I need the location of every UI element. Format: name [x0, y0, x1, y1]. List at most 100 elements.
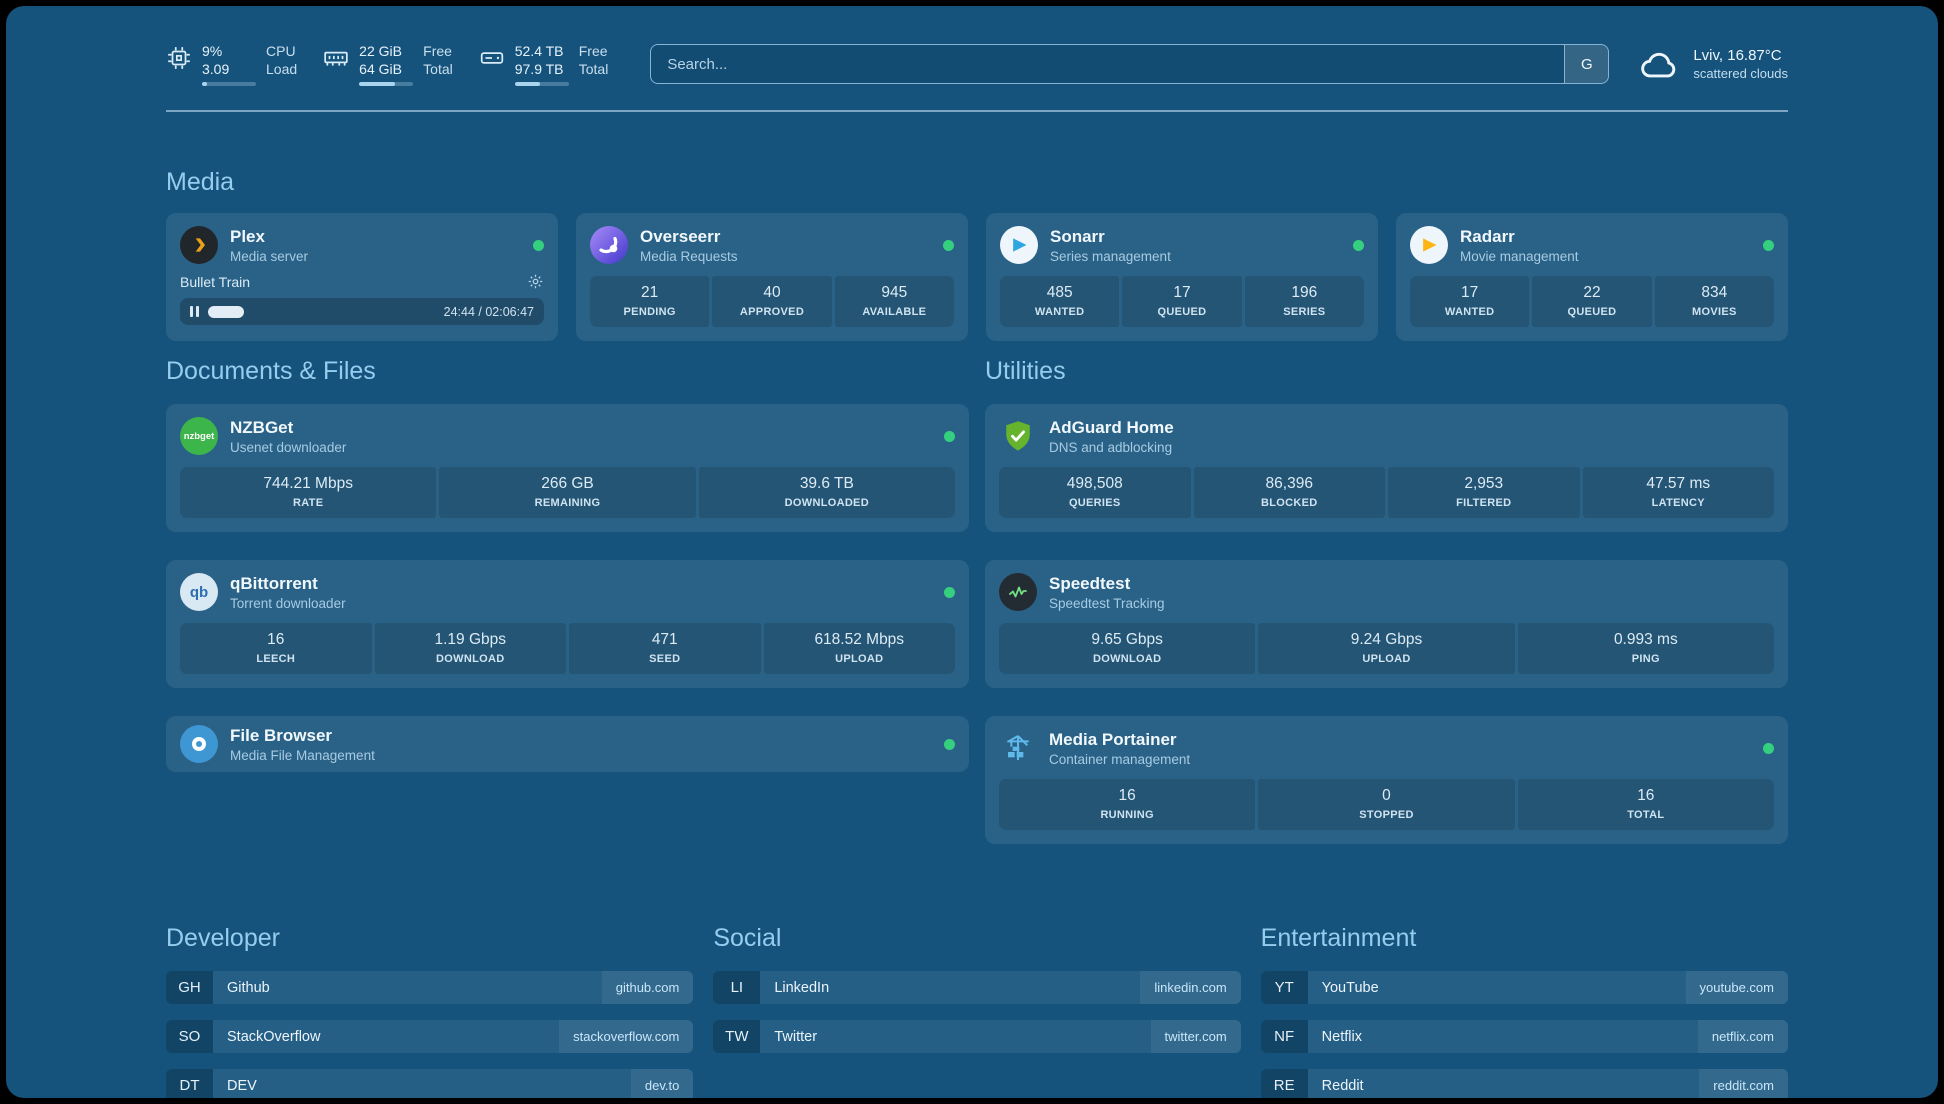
app-description: Media File Management	[230, 747, 375, 763]
section-title-documents: Documents & Files	[166, 357, 376, 386]
cloud-icon	[1639, 47, 1681, 81]
stat-stopped: 0 STOPPED	[1258, 779, 1515, 831]
app-title: qBittorrent	[230, 573, 318, 593]
speedtest-icon	[999, 573, 1037, 612]
status-dot	[1763, 742, 1774, 754]
bookmark-netflix[interactable]: NF Netflix netflix.com	[1260, 1020, 1788, 1054]
stat-approved: 40 APPROVED	[712, 276, 832, 328]
stat-queries: 498,508 QUERIES	[999, 467, 1191, 519]
bookmark-name: LinkedIn	[760, 971, 1141, 1005]
app-title: Sonarr	[1050, 226, 1105, 246]
bookmark-linkedin[interactable]: LI LinkedIn linkedin.com	[713, 971, 1241, 1005]
speedtest-card[interactable]: Speedtest Speedtest Tracking 9.65 Gbps D…	[985, 560, 1788, 689]
status-dot	[1763, 239, 1774, 251]
stat-upload: 618.52 Mbps UPLOAD	[763, 623, 955, 675]
bookmark-dev[interactable]: DT DEV dev.to	[166, 1069, 694, 1098]
bookmark-name: Github	[213, 971, 602, 1005]
section-title-developer: Developer	[166, 924, 280, 953]
disk-widget: 52.4 TB 97.9 TB Free Total	[479, 42, 608, 87]
app-description: Container management	[1049, 751, 1191, 767]
status-dot	[533, 239, 544, 251]
stat-rate: 744.21 Mbps RATE	[180, 467, 437, 519]
stat-wanted: 485 WANTED	[1000, 276, 1120, 328]
stat-remaining: 266 GB REMAINING	[439, 467, 696, 519]
playback-time: 24:44 / 02:06:47	[443, 304, 534, 319]
section-title-media: Media	[166, 168, 235, 197]
bookmark-youtube[interactable]: YT YouTube youtube.com	[1260, 971, 1788, 1005]
bookmark-name: Netflix	[1307, 1020, 1698, 1054]
cpu-usage: 9%	[202, 43, 223, 59]
bookmark-name: Reddit	[1307, 1069, 1700, 1098]
disk-icon	[479, 45, 505, 71]
app-title: NZBGet	[230, 417, 294, 437]
plex-card[interactable]: Plex Media server Bullet Train 24:44 / 0…	[166, 213, 558, 342]
bookmark-url: youtube.com	[1685, 971, 1788, 1005]
pause-icon[interactable]	[190, 306, 199, 318]
cpu-load: 3.09	[202, 61, 230, 78]
nzbget-card[interactable]: nzbget NZBGet Usenet downloader 744.21 M…	[166, 404, 969, 533]
portainer-card[interactable]: Media Portainer Container management 16 …	[985, 716, 1788, 845]
app-description: Torrent downloader	[230, 595, 346, 611]
stat-upload: 9.24 Gbps UPLOAD	[1258, 623, 1515, 675]
ram-bar	[359, 82, 414, 87]
bookmark-url: dev.to	[630, 1069, 694, 1098]
status-dot	[944, 738, 955, 750]
app-title: Speedtest	[1049, 573, 1131, 593]
cpu-icon	[166, 45, 192, 71]
status-dot	[943, 239, 954, 251]
bookmark-group-social: Social LI LinkedIn linkedin.com TW Twitt…	[713, 924, 1241, 1098]
bookmark-abbr: SO	[166, 1020, 213, 1054]
stat-series: 196 SERIES	[1244, 276, 1364, 328]
stat-latency: 47.57 ms LATENCY	[1582, 467, 1774, 519]
bookmark-twitter[interactable]: TW Twitter twitter.com	[713, 1020, 1241, 1054]
app-title: AdGuard Home	[1049, 417, 1174, 437]
gear-icon[interactable]	[527, 273, 544, 290]
bookmark-group-entertainment: Entertainment YT YouTube youtube.com NF …	[1260, 924, 1788, 1098]
section-title-entertainment: Entertainment	[1260, 924, 1417, 953]
documents-column: Documents & Files nzbget NZBGet Usenet d…	[166, 357, 969, 800]
app-description: DNS and adblocking	[1049, 439, 1173, 455]
status-dot	[944, 430, 955, 442]
bookmark-url: stackoverflow.com	[559, 1020, 694, 1054]
bookmark-url: twitter.com	[1150, 1020, 1241, 1054]
bookmarks: Developer GH Github github.com SO StackO…	[166, 924, 1788, 1098]
stat-total: 16 TOTAL	[1517, 779, 1774, 831]
disk-free: 52.4 TB	[514, 43, 564, 59]
sonarr-card[interactable]: Sonarr Series management 485 WANTED 17 Q…	[986, 213, 1378, 342]
cpu-bar	[202, 82, 256, 87]
disk-total: 97.9 TB	[514, 61, 564, 78]
adguard-card[interactable]: AdGuard Home DNS and adblocking 498,508 …	[985, 404, 1788, 533]
qbittorrent-card[interactable]: qb qBittorrent Torrent downloader 16 LEE…	[166, 560, 969, 689]
overseerr-card[interactable]: Overseerr Media Requests 21 PENDING 40 A…	[576, 213, 968, 342]
ram-total: 64 GiB	[359, 61, 402, 78]
bookmark-abbr: DT	[166, 1069, 213, 1098]
ram-free: 22 GiB	[359, 43, 402, 59]
bookmark-stackoverflow[interactable]: SO StackOverflow stackoverflow.com	[166, 1020, 694, 1054]
bookmark-abbr: LI	[713, 971, 761, 1005]
playback-progress-bar: 24:44 / 02:06:47	[180, 298, 544, 326]
bookmark-github[interactable]: GH Github github.com	[166, 971, 694, 1005]
app-description: Series management	[1050, 248, 1171, 264]
stat-filtered: 2,953 FILTERED	[1388, 467, 1580, 519]
stat-running: 16 RUNNING	[999, 779, 1256, 831]
filebrowser-icon	[180, 725, 218, 764]
bookmark-abbr: NF	[1260, 1020, 1308, 1054]
stat-movies: 834 MOVIES	[1654, 276, 1774, 328]
bookmark-name: YouTube	[1307, 971, 1686, 1005]
sonarr-icon	[1000, 226, 1038, 265]
ram-icon	[323, 45, 349, 71]
radarr-card[interactable]: Radarr Movie management 17 WANTED 22 QUE…	[1396, 213, 1788, 342]
ram-widget: 22 GiB 64 GiB Free Total	[323, 42, 453, 87]
bookmark-reddit[interactable]: RE Reddit reddit.com	[1260, 1069, 1788, 1098]
search-input[interactable]	[651, 45, 1565, 84]
search-provider-button[interactable]: G	[1564, 45, 1609, 84]
stat-queued: 22 QUEUED	[1532, 276, 1652, 328]
bookmark-abbr: YT	[1260, 971, 1308, 1005]
filebrowser-card[interactable]: File Browser Media File Management	[166, 716, 969, 773]
bookmark-abbr: GH	[166, 971, 213, 1005]
stat-seed: 471 SEED	[569, 623, 761, 675]
media-grid: Plex Media server Bullet Train 24:44 / 0…	[166, 213, 1788, 342]
app-description: Media server	[230, 248, 309, 264]
bookmark-url: netflix.com	[1697, 1020, 1788, 1054]
bookmark-url: linkedin.com	[1140, 971, 1241, 1005]
